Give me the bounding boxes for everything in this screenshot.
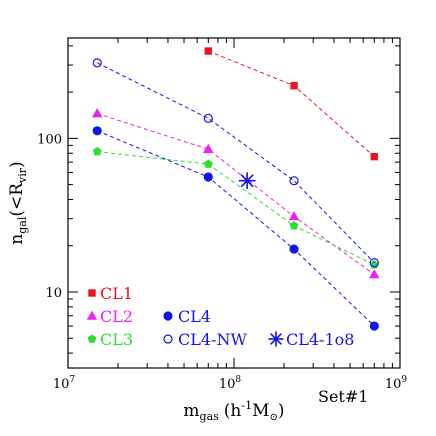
y-axis-label-sub2: vir	[16, 167, 29, 184]
legend-entry-CL4-NW: CL4-NW	[163, 330, 247, 349]
series-line-CL4	[97, 130, 375, 327]
y-axis-label-close: )	[7, 161, 27, 168]
point-CL1-0	[204, 47, 212, 55]
legend-label-CL1: CL1	[100, 284, 133, 303]
point-CL2-2	[288, 211, 300, 221]
x-axis-label-sub: gas	[200, 410, 220, 423]
point-CL3-1	[203, 159, 213, 168]
point-CL1-2	[370, 152, 378, 161]
point-CL4-0	[92, 126, 102, 136]
x-tick-label-1: 108	[219, 375, 242, 392]
point-CL4-2	[289, 244, 299, 254]
series-line-CL4-NW	[97, 62, 375, 264]
point-CL4-NW-3	[369, 258, 379, 268]
point-CL4-1	[203, 172, 213, 182]
series-layer	[91, 47, 380, 331]
x-axis-label-unit: (h	[224, 401, 242, 421]
y-axis-label-main: n	[7, 234, 27, 245]
point-CL2-0	[91, 108, 103, 118]
series-line-CL1	[208, 50, 375, 158]
legend-entry-CL3: CL3	[87, 330, 133, 349]
legend-label-CL2: CL2	[100, 307, 133, 326]
point-CL3-0	[92, 146, 102, 156]
x-axis-label-close: )	[278, 401, 285, 421]
series-line-CL3	[97, 151, 375, 266]
legend-marker-CL4	[163, 311, 173, 321]
point-CL3-2	[289, 221, 299, 230]
legend: CL1 CL2 CL4 CL3 CL4-NW CL4-1o8	[86, 284, 354, 349]
plot-frame	[67, 37, 401, 369]
x-axis-label-unit2: M	[252, 401, 269, 421]
legend-label-CL4-1o8: CL4-1o8	[286, 330, 354, 349]
point-CL4-NW-1	[203, 113, 213, 123]
series-CL4-NW	[92, 58, 379, 268]
series-CL2	[91, 108, 380, 279]
legend-label-CL3: CL3	[100, 330, 133, 349]
legend-marker-CL2	[86, 310, 98, 320]
y-axis-label-sub: gal	[16, 216, 29, 234]
legend-marker-CL3	[87, 334, 97, 343]
y-axis-label: ngal(<Rvir)	[7, 161, 29, 244]
y-axis-label-mid: (<R	[7, 182, 27, 217]
point-CL4-NW-0	[92, 58, 102, 68]
legend-marker-CL4-1o8	[268, 331, 284, 347]
point-CL1-1	[290, 82, 298, 90]
series-CL3	[92, 146, 379, 269]
series-CL4	[92, 126, 379, 331]
x-axis-label-sun: ⊙	[270, 412, 278, 423]
x-axis-label-exp: -1	[241, 399, 252, 412]
point-CL2-1	[203, 143, 214, 153]
x-tick-label-0: 107	[53, 375, 76, 392]
x-axis-label: mgas (h-1M⊙)	[183, 399, 284, 423]
point-CL4-1o8-0	[238, 172, 256, 190]
legend-marker-CL1	[88, 289, 96, 297]
y-tick-label-1: 100	[37, 132, 62, 147]
legend-marker-CL4-NW	[163, 334, 173, 344]
point-CL4-NW-2	[289, 176, 299, 186]
point-CL4-3	[369, 321, 379, 331]
series-CL4-1o8	[238, 172, 256, 190]
set-annotation: Set#1	[318, 387, 368, 406]
legend-label-CL4-NW: CL4-NW	[178, 330, 247, 349]
legend-entry-CL2: CL2	[86, 307, 133, 326]
legend-entry-CL4-1o8: CL4-1o8	[268, 330, 354, 349]
series-CL1	[204, 47, 378, 161]
legend-entry-CL1: CL1	[88, 284, 133, 303]
x-axis-label-main: m	[183, 401, 199, 421]
point-CL2-3	[369, 269, 380, 279]
y-tick-label-0: 10	[45, 286, 62, 301]
x-tick-label-2: 109	[385, 375, 408, 392]
legend-entry-CL4: CL4	[163, 307, 211, 326]
legend-label-CL4: CL4	[178, 307, 211, 326]
